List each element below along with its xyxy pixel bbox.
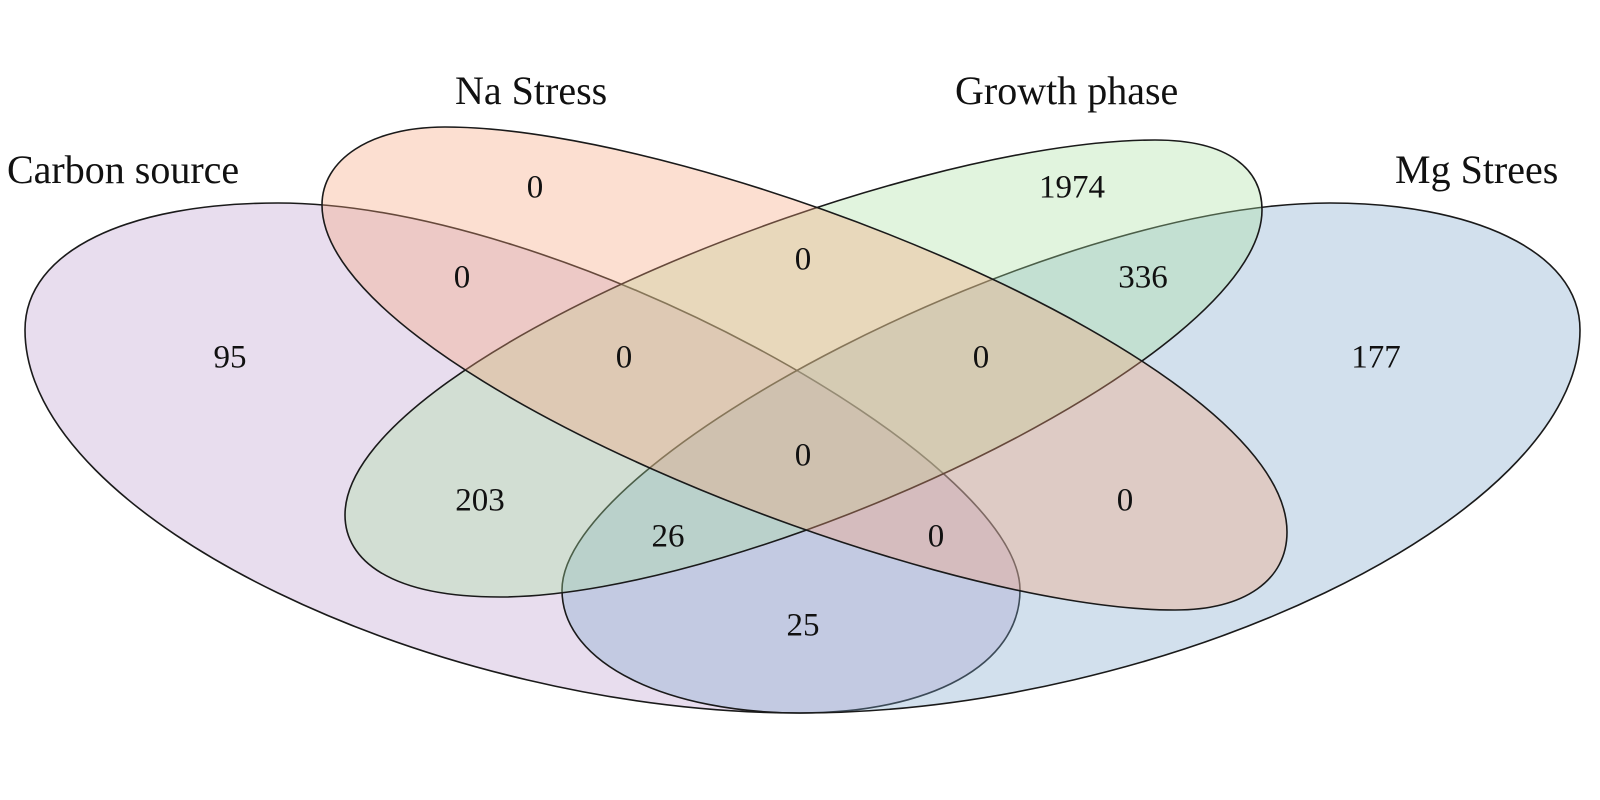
count-na-growth: 0 <box>795 242 812 278</box>
count-na-only: 0 <box>527 170 544 206</box>
count-carbon-growth: 203 <box>455 483 505 519</box>
na-stress-ellipse <box>321 126 1288 611</box>
count-carbon-na: 0 <box>454 260 471 296</box>
set-labels: Carbon source Na Stress Growth phase Mg … <box>7 68 1558 192</box>
count-carbon-growth-mg: 26 <box>652 519 685 555</box>
region-counts: 95 0 1974 177 0 0 336 203 0 25 0 0 26 0 … <box>214 170 1401 644</box>
set-ellipses <box>24 126 1581 714</box>
count-mg-only: 177 <box>1351 340 1401 376</box>
mg-strees-label: Mg Strees <box>1395 147 1558 192</box>
count-na-growth-mg: 0 <box>973 340 990 376</box>
count-na-mg: 0 <box>1117 483 1134 519</box>
na-stress-label: Na Stress <box>455 68 607 113</box>
count-growth-mg: 336 <box>1118 260 1168 296</box>
growth-phase-label: Growth phase <box>955 68 1178 113</box>
count-growth-only: 1974 <box>1039 170 1105 206</box>
growth-phase-ellipse <box>344 139 1263 598</box>
count-all-four: 0 <box>795 438 812 474</box>
count-carbon-only: 95 <box>214 340 247 376</box>
count-carbon-mg: 25 <box>787 608 820 644</box>
count-carbon-na-growth: 0 <box>616 340 633 376</box>
mg-strees-ellipse <box>561 202 1581 714</box>
carbon-source-label: Carbon source <box>7 147 239 192</box>
count-carbon-na-mg: 0 <box>928 519 945 555</box>
